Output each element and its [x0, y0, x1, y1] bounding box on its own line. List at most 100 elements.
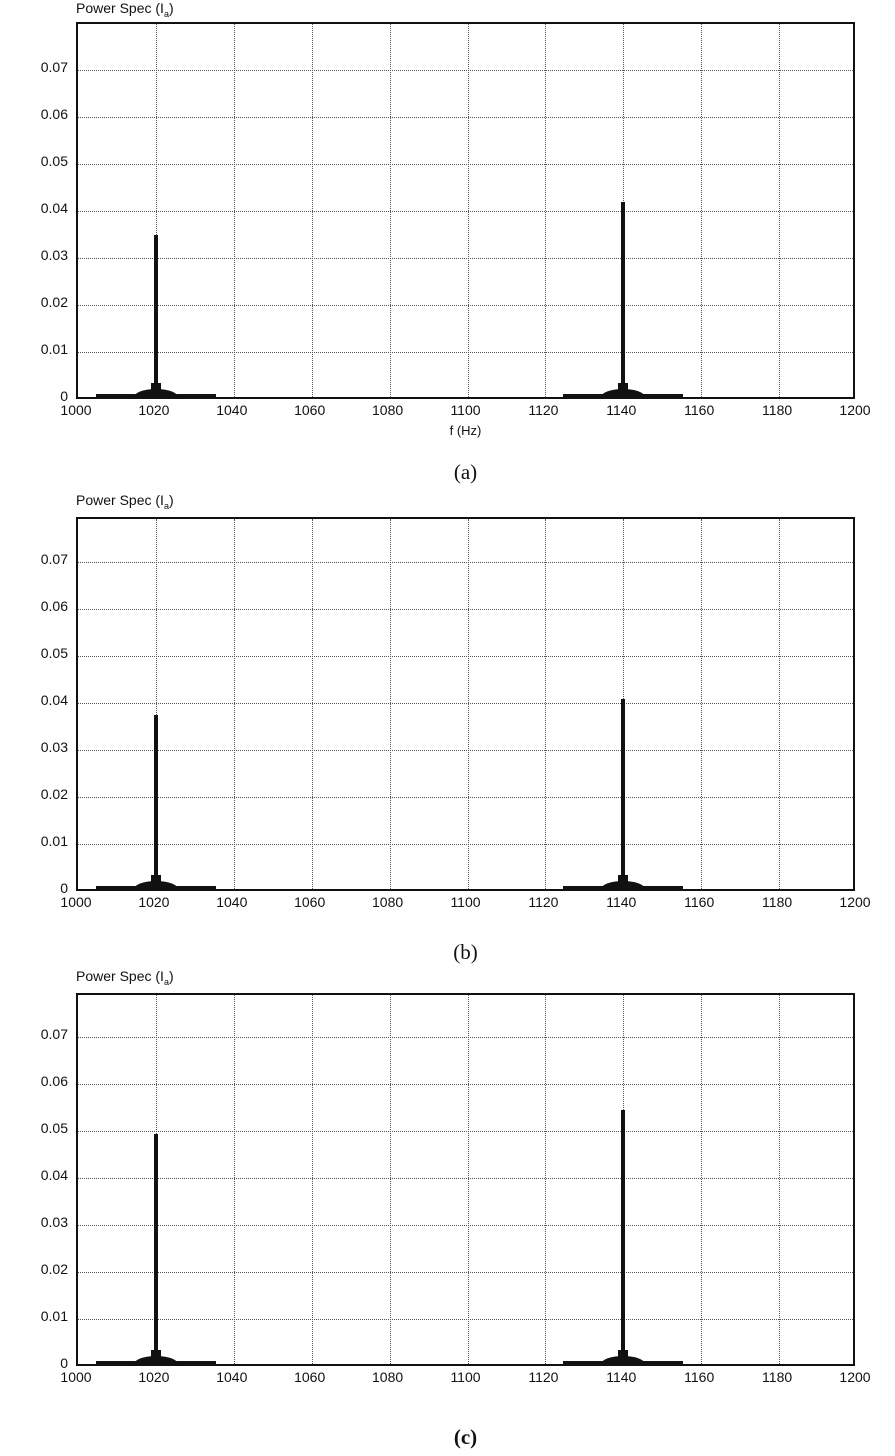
- grid-line-horizontal: [78, 1225, 853, 1226]
- panel-caption: (a): [453, 460, 478, 484]
- panel-caption: (c): [453, 1425, 478, 1449]
- y-tick-label: 0.04: [40, 692, 68, 708]
- title-text: Power Spec (I: [76, 0, 164, 16]
- x-tick-label: 1000: [60, 1369, 92, 1385]
- grid-line-horizontal: [78, 352, 853, 353]
- grid-line-horizontal: [78, 1319, 853, 1320]
- x-tick-label: 1120: [528, 402, 559, 418]
- grid-line-vertical: [545, 24, 547, 397]
- x-tick-label: 1080: [372, 402, 404, 418]
- x-tick-label: 1100: [450, 894, 481, 910]
- grid-line-vertical: [155, 24, 157, 397]
- grid-line-vertical: [545, 519, 547, 889]
- x-tick-label: 1060: [294, 402, 326, 418]
- spectrum-peak: [621, 698, 626, 889]
- x-tick-label: 1020: [138, 894, 170, 910]
- x-tick-label: 1100: [450, 1369, 481, 1385]
- grid-line-horizontal: [78, 750, 853, 751]
- y-tick-label: 0.06: [40, 106, 68, 122]
- title-close: ): [168, 0, 174, 16]
- grid-line-horizontal: [78, 562, 853, 563]
- panel-caption: (b): [453, 940, 478, 964]
- x-tick-label: 1020: [138, 402, 170, 418]
- grid-line-horizontal: [78, 164, 853, 165]
- grid-line-vertical: [389, 995, 391, 1364]
- x-tick-label: 1160: [684, 1369, 715, 1385]
- y-tick-label: 0.06: [40, 1073, 68, 1089]
- x-tick-label: 1180: [762, 1369, 793, 1385]
- panel-title: Power Spec (Ia): [76, 492, 174, 511]
- x-tick-label: 1180: [762, 894, 793, 910]
- x-tick-label: 1160: [684, 402, 715, 418]
- y-tick-label: 0.02: [40, 1261, 68, 1277]
- y-tick-label: 0.04: [40, 200, 68, 216]
- x-tick-label: 1200: [839, 1369, 871, 1385]
- spectrum-peak: [621, 201, 626, 397]
- y-tick-label: 0.01: [40, 341, 68, 357]
- grid-line-vertical: [155, 519, 157, 889]
- spectrum-peak: [153, 1133, 158, 1364]
- title-close: ): [168, 492, 174, 508]
- title-close: ): [168, 968, 174, 984]
- grid-line-vertical: [779, 24, 781, 397]
- spectrum-peak: [153, 234, 158, 397]
- plot-axes: [76, 22, 855, 399]
- grid-line-horizontal: [78, 656, 853, 657]
- grid-line-horizontal: [78, 609, 853, 610]
- grid-line-vertical: [233, 995, 235, 1364]
- plot-axes: [76, 517, 855, 891]
- x-tick-label: 1140: [606, 894, 637, 910]
- y-tick-label: 0.07: [40, 551, 68, 567]
- grid-line-vertical: [701, 995, 703, 1364]
- y-tick-label: 0.06: [40, 598, 68, 614]
- x-tick-label: 1120: [528, 894, 559, 910]
- y-tick-label: 0.01: [40, 1308, 68, 1324]
- spectrum-peak: [153, 715, 158, 889]
- grid-line-vertical: [233, 24, 235, 397]
- title-subscript: a: [163, 500, 169, 511]
- grid-line-vertical: [311, 995, 313, 1364]
- grid-line-vertical: [389, 24, 391, 397]
- x-tick-label: 1060: [294, 894, 326, 910]
- grid-line-vertical: [467, 24, 469, 397]
- spectrum-peak: [621, 1110, 626, 1364]
- title-subscript: a: [163, 976, 169, 987]
- panel-title: Power Spec (Ia): [76, 0, 174, 19]
- x-tick-label: 1040: [216, 402, 248, 418]
- x-tick-label: 1000: [60, 894, 92, 910]
- y-tick-label: 0.05: [40, 645, 68, 661]
- panel-title: Power Spec (Ia): [76, 968, 174, 987]
- grid-line-horizontal: [78, 1178, 853, 1179]
- y-tick-label: 0.07: [40, 1026, 68, 1042]
- x-tick-label: 1180: [762, 402, 793, 418]
- x-tick-label: 1000: [60, 402, 92, 418]
- y-tick-label: 0.02: [40, 786, 68, 802]
- y-tick-label: 0.02: [40, 294, 68, 310]
- x-tick-label: 1140: [606, 1369, 637, 1385]
- grid-line-vertical: [311, 519, 313, 889]
- y-tick-label: 0.05: [40, 1120, 68, 1136]
- grid-line-horizontal: [78, 703, 853, 704]
- grid-line-horizontal: [78, 70, 853, 71]
- x-tick-label: 1020: [138, 1369, 170, 1385]
- title-subscript: a: [163, 8, 169, 19]
- grid-line-vertical: [467, 519, 469, 889]
- grid-line-horizontal: [78, 211, 853, 212]
- y-tick-label: 0.05: [40, 153, 68, 169]
- grid-line-horizontal: [78, 1272, 853, 1273]
- x-tick-label: 1040: [216, 1369, 248, 1385]
- x-axis-label: f (Hz): [449, 423, 482, 438]
- grid-line-horizontal: [78, 1131, 853, 1132]
- x-tick-label: 1200: [839, 894, 871, 910]
- grid-line-horizontal: [78, 117, 853, 118]
- grid-line-horizontal: [78, 797, 853, 798]
- y-tick-label: 0.04: [40, 1167, 68, 1183]
- grid-line-horizontal: [78, 305, 853, 306]
- y-tick-label: 0.03: [40, 739, 68, 755]
- grid-line-vertical: [311, 24, 313, 397]
- y-tick-label: 0: [60, 880, 68, 896]
- title-text: Power Spec (I: [76, 968, 164, 984]
- x-tick-label: 1200: [839, 402, 871, 418]
- grid-line-vertical: [389, 519, 391, 889]
- x-tick-label: 1060: [294, 1369, 326, 1385]
